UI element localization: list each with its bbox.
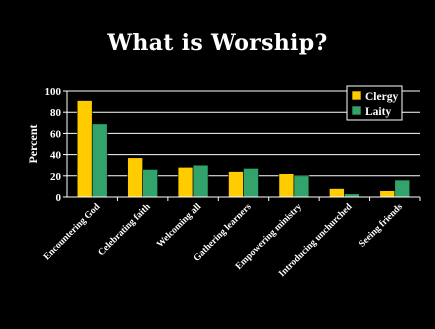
bar-clergy (127, 157, 143, 198)
bar-clergy (278, 173, 295, 198)
y-axis-label: Percent (26, 124, 40, 163)
bar-clergy (329, 188, 345, 198)
bar-laity (394, 179, 411, 198)
bar-laity (243, 168, 259, 198)
bar-clergy (228, 171, 244, 198)
axes (63, 90, 421, 201)
bar-laity (91, 123, 108, 198)
bar-clergy (76, 100, 93, 198)
y-tick-label: 60 (50, 128, 62, 140)
bar-laity (293, 175, 310, 198)
y-tick-label: 40 (50, 150, 62, 162)
x-tick-label: Seeing friends (357, 202, 405, 250)
slide-title: What is Worship? (107, 30, 328, 56)
y-tick-label: 80 (50, 107, 62, 119)
bar-clergy (177, 167, 194, 198)
x-tick-label: Encountering God (42, 202, 103, 263)
legend-label: Laity (365, 106, 391, 118)
gridlines (67, 90, 420, 177)
bar-laity (192, 164, 209, 198)
y-tick-label: 100 (45, 86, 62, 98)
legend-swatch (351, 105, 362, 116)
bar-clergy (379, 190, 396, 198)
y-tick-label: 0 (56, 192, 62, 204)
legend: Clergy Laity (346, 85, 403, 121)
y-tick-labels: 0 20 40 60 80 100 (45, 86, 62, 204)
x-tick-label: Welcoming all (155, 202, 203, 250)
legend-swatch (351, 90, 362, 101)
y-tick-label: 20 (50, 171, 62, 183)
bar-laity (142, 169, 158, 198)
x-tick-label: Celebrating faith (97, 202, 154, 259)
legend-label: Clergy (365, 91, 398, 103)
